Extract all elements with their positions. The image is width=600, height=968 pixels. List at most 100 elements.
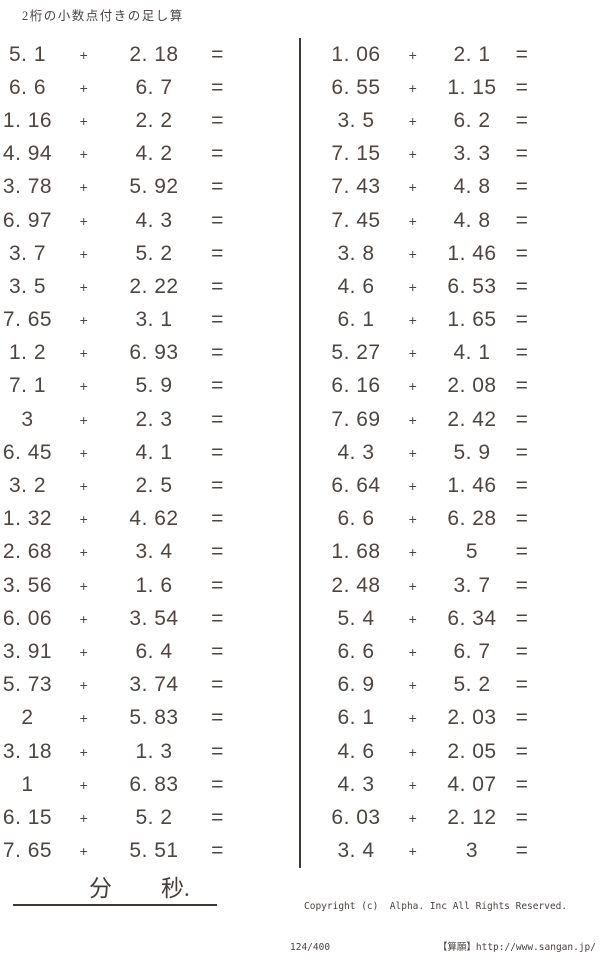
plus-operator: + bbox=[408, 179, 418, 196]
operand-a: 1. 16 bbox=[2, 108, 53, 132]
problem-row: 3. 8 + 1. 46 = bbox=[300, 237, 600, 270]
operand-b: 4. 8 bbox=[453, 208, 491, 232]
problem-row: 6. 1 + 1. 65 = bbox=[300, 304, 600, 337]
equals-sign: = bbox=[515, 540, 529, 564]
problem-row: 5. 73 + 3. 74 = bbox=[0, 669, 300, 702]
operand-a: 7. 69 bbox=[331, 407, 381, 431]
operand-a: 6. 97 bbox=[2, 208, 53, 232]
plus-operator: + bbox=[408, 511, 418, 528]
problem-row: 3. 18 + 1. 3 = bbox=[0, 735, 300, 768]
equals-sign: = bbox=[515, 341, 529, 365]
operand-b: 3 bbox=[465, 839, 479, 863]
plus-operator: + bbox=[79, 444, 89, 461]
operand-b: 3. 4 bbox=[135, 540, 173, 564]
operand-a: 4. 94 bbox=[2, 142, 53, 166]
equals-sign: = bbox=[211, 507, 224, 531]
operand-a: 7. 65 bbox=[2, 839, 53, 863]
operand-a: 7. 1 bbox=[8, 374, 47, 398]
plus-operator: + bbox=[408, 577, 418, 594]
plus-operator: + bbox=[79, 478, 89, 495]
plus-operator: + bbox=[408, 312, 418, 329]
plus-operator: + bbox=[79, 610, 89, 627]
operand-a: 1. 06 bbox=[331, 42, 381, 66]
problem-row: 4. 94 + 4. 2 = bbox=[0, 138, 300, 171]
problem-row: 6. 6 + 6. 7 = bbox=[0, 71, 300, 104]
problem-row: 5. 27 + 4. 1 = bbox=[300, 337, 600, 370]
problem-row: 7. 15 + 3. 3 = bbox=[300, 138, 600, 171]
operand-a: 7. 15 bbox=[331, 142, 381, 166]
operand-a: 3. 91 bbox=[2, 639, 53, 663]
equals-sign: = bbox=[515, 274, 529, 298]
column-divider bbox=[299, 38, 301, 868]
minutes-label: 分 bbox=[89, 876, 112, 901]
operand-a: 3. 56 bbox=[2, 573, 53, 597]
operand-a: 3 bbox=[21, 407, 34, 431]
operand-b: 5. 9 bbox=[453, 440, 491, 464]
plus-operator: + bbox=[79, 146, 89, 163]
equals-sign: = bbox=[211, 241, 224, 265]
plus-operator: + bbox=[408, 212, 418, 229]
plus-operator: + bbox=[408, 643, 418, 660]
operand-b: 3. 74 bbox=[129, 673, 179, 697]
plus-operator: + bbox=[79, 212, 89, 229]
equals-sign: = bbox=[211, 407, 224, 431]
equals-sign: = bbox=[515, 839, 529, 863]
operand-b: 6. 7 bbox=[135, 75, 173, 99]
operand-a: 7. 45 bbox=[331, 208, 381, 232]
page-number: 124/400 bbox=[290, 941, 331, 953]
operand-b: 5. 51 bbox=[129, 839, 179, 863]
operand-b: 3. 3 bbox=[453, 142, 491, 166]
problem-row: 5. 1 + 2. 18 = bbox=[0, 38, 300, 71]
plus-operator: + bbox=[408, 146, 418, 163]
operand-a: 3. 8 bbox=[337, 241, 375, 265]
plus-operator: + bbox=[408, 809, 418, 826]
operand-b: 4. 8 bbox=[453, 175, 491, 199]
equals-sign: = bbox=[211, 308, 224, 332]
operand-b: 5. 9 bbox=[135, 374, 173, 398]
problem-row: 7. 65 + 5. 51 = bbox=[0, 835, 300, 868]
operand-a: 1 bbox=[21, 772, 34, 796]
operand-a: 5. 73 bbox=[2, 673, 53, 697]
operand-b: 6. 28 bbox=[447, 507, 497, 531]
problem-row: 6. 97 + 4. 3 = bbox=[0, 204, 300, 237]
operand-b: 3. 54 bbox=[129, 606, 179, 630]
plus-operator: + bbox=[79, 278, 89, 295]
plus-operator: + bbox=[408, 345, 418, 362]
problem-row: 6. 15 + 5. 2 = bbox=[0, 801, 300, 834]
operand-a: 5. 1 bbox=[8, 42, 47, 66]
problem-row: 6. 1 + 2. 03 = bbox=[300, 702, 600, 735]
problem-row: 3. 4 + 3 = bbox=[300, 835, 600, 868]
problem-row: 1. 32 + 4. 62 = bbox=[0, 503, 300, 536]
plus-operator: + bbox=[79, 378, 89, 395]
plus-operator: + bbox=[408, 610, 418, 627]
operand-a: 4. 6 bbox=[337, 739, 375, 763]
operand-a: 6. 6 bbox=[337, 507, 375, 531]
operand-b: 5. 2 bbox=[135, 805, 173, 829]
plus-operator: + bbox=[79, 677, 89, 694]
equals-sign: = bbox=[515, 805, 529, 829]
operand-a: 2. 48 bbox=[331, 573, 381, 597]
plus-operator: + bbox=[408, 79, 418, 96]
operand-b: 2. 1 bbox=[453, 42, 491, 66]
problem-row: 3. 5 + 6. 2 = bbox=[300, 104, 600, 137]
plus-operator: + bbox=[408, 46, 418, 63]
problem-row: 3. 91 + 6. 4 = bbox=[0, 635, 300, 668]
time-entry-line: 分 秒. bbox=[13, 874, 217, 906]
equals-sign: = bbox=[515, 706, 529, 730]
operand-a: 7. 43 bbox=[331, 175, 381, 199]
problem-row: 7. 45 + 4. 8 = bbox=[300, 204, 600, 237]
operand-a: 6. 16 bbox=[331, 374, 381, 398]
operand-b: 2. 42 bbox=[447, 407, 497, 431]
equals-sign: = bbox=[515, 739, 529, 763]
equals-sign: = bbox=[211, 108, 224, 132]
equals-sign: = bbox=[211, 274, 224, 298]
equals-sign: = bbox=[211, 805, 224, 829]
operand-a: 4. 3 bbox=[337, 772, 375, 796]
problem-row: 3. 2 + 2. 5 = bbox=[0, 469, 300, 502]
problem-row: 4. 6 + 2. 05 = bbox=[300, 735, 600, 768]
problem-column-left: 5. 1 + 2. 18 = 6. 6 + 6. 7 = 1. 16 + 2. … bbox=[0, 38, 300, 868]
problem-row: 2. 48 + 3. 7 = bbox=[300, 569, 600, 602]
operand-a: 5. 4 bbox=[337, 606, 375, 630]
operand-a: 6. 64 bbox=[331, 474, 381, 498]
problem-row: 1. 16 + 2. 2 = bbox=[0, 104, 300, 137]
